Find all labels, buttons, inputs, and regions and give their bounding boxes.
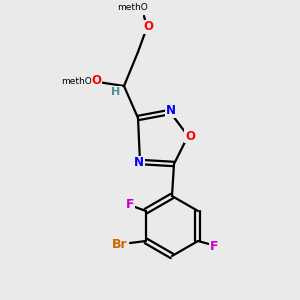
Text: methO: methO (61, 76, 92, 85)
Text: N: N (166, 104, 176, 118)
Text: H: H (111, 87, 121, 97)
Text: F: F (210, 239, 218, 253)
Text: Br: Br (112, 238, 128, 251)
Text: methO: methO (117, 4, 147, 13)
Text: N: N (134, 157, 144, 169)
Text: F: F (126, 199, 134, 212)
Text: O: O (143, 20, 153, 34)
Text: O: O (91, 74, 101, 88)
Text: O: O (185, 130, 195, 142)
